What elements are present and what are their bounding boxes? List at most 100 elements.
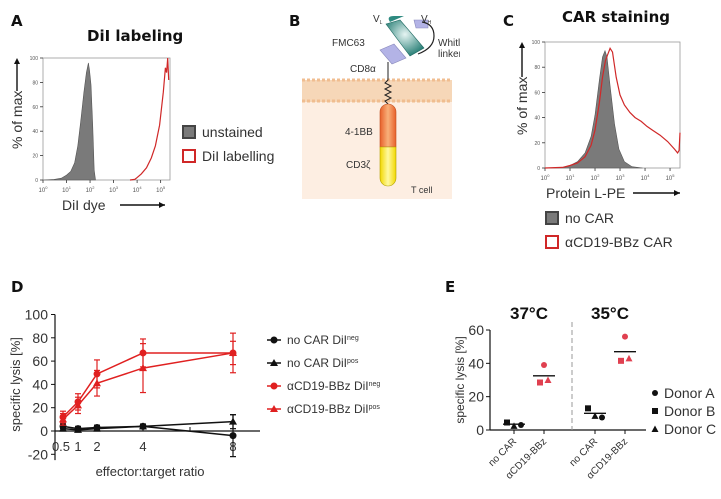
- y-axis-label: % of max: [9, 91, 25, 149]
- panel-b-letter: B: [289, 12, 301, 30]
- legend-label: αCD19-BBz CAR: [565, 234, 673, 250]
- x-tick-label: 102: [591, 173, 601, 182]
- outline-swatch-icon: [545, 235, 559, 249]
- histogram-filled-unstained: [42, 62, 96, 181]
- 4-1bb-domain: [379, 103, 397, 148]
- histogram-line-dii-labelling: [129, 57, 170, 181]
- vl-label: VL: [373, 14, 383, 26]
- legend-item-no-car: no CAR: [545, 210, 673, 226]
- data-point-triangle: [59, 424, 67, 432]
- data-point-triangle: [93, 379, 101, 387]
- cytoplasm-region: [302, 84, 452, 199]
- x-tick-label: 104: [641, 173, 651, 182]
- legend-label: no CAR DiIpos: [287, 356, 359, 370]
- y-axis-label: specific lysis [%]: [8, 337, 23, 432]
- x-axis-arrowhead-icon: [159, 202, 165, 208]
- legend-label: Donor C: [664, 421, 716, 437]
- data-point-triangle: [139, 422, 147, 430]
- panel-a-title: DiI labeling: [87, 27, 184, 45]
- panel-e-letter: E: [445, 278, 456, 296]
- panel-a-histogram: 0 20 40 60 80 100 100 101 102 103 104 105 % of max Di…: [9, 56, 171, 213]
- x-tick-label: 100: [541, 173, 551, 182]
- panel-c-legend: no CAR αCD19-BBz CAR: [545, 210, 673, 250]
- legend-marker-circle-icon: [652, 390, 658, 396]
- vh-label: VH: [421, 14, 432, 26]
- legend-item-unstained: unstained: [182, 124, 274, 140]
- data-point-triangle: [139, 364, 147, 372]
- y-tick-label: -20: [28, 446, 48, 462]
- data-point-donor-a: [541, 362, 547, 368]
- x-tick-label: 100: [39, 185, 49, 194]
- legend-item-acd19-bbz-car: αCD19-BBz CAR: [545, 234, 673, 250]
- x-tick-label: 0.5: [52, 439, 70, 454]
- data-point-donor-b: [585, 405, 591, 412]
- data-point-triangle: [74, 425, 82, 433]
- legend-item-dii-labelling: DiI labelling: [182, 148, 274, 164]
- y-axis-arrowhead-icon: [14, 58, 20, 64]
- y-tick-label: 0: [537, 166, 540, 172]
- y-tick-label: 0: [40, 423, 48, 439]
- cd8a-hinge: [383, 62, 393, 112]
- t-cell-label: T cell: [411, 185, 432, 195]
- y-tick-label: 60: [32, 105, 38, 111]
- data-point-triangle: [74, 401, 82, 409]
- y-tick-label: 40: [534, 116, 540, 122]
- y-tick-label: 100: [532, 40, 541, 46]
- data-point-triangle: [59, 415, 67, 423]
- data-point-triangle: [93, 424, 101, 432]
- y-tick-label: 60: [468, 322, 484, 338]
- condition-title: 35°C: [591, 304, 629, 323]
- condition-title: 37°C: [510, 304, 548, 323]
- panel-c-histogram: 0 20 40 60 80 100 100 101 102 103 104 105 % of max Pr…: [514, 40, 681, 200]
- x-tick-label: 102: [86, 185, 96, 194]
- legend-label: Donor B: [664, 403, 715, 419]
- legend-label: no CAR: [565, 210, 615, 226]
- cell-membrane: [302, 80, 452, 102]
- y-tick-label: 100: [30, 56, 39, 62]
- legend-marker-triangle-icon: [651, 425, 659, 432]
- panel-c-letter: C: [503, 12, 515, 30]
- y-tick-label: 0: [476, 422, 484, 438]
- data-point-triangle: [229, 417, 237, 425]
- panel-c-title: CAR staining: [562, 8, 670, 26]
- vl-domain: [385, 19, 425, 57]
- x-axis-label: effector:target ratio: [96, 464, 205, 479]
- histogram-filled-no-car: [544, 49, 643, 169]
- x-tick-label: 101: [566, 173, 576, 182]
- legend-label: DiI labelling: [202, 148, 275, 164]
- y-axis-arrowhead-icon: [519, 42, 525, 48]
- y-tick-label: 0: [35, 178, 38, 184]
- data-point-donor-c: [591, 412, 599, 419]
- y-tick-label: 20: [32, 400, 48, 416]
- y-tick-label: 20: [534, 141, 540, 147]
- x-tick-label: 103: [616, 173, 626, 182]
- plot-frame: [42, 57, 171, 181]
- legend-label: no CAR DiIneg: [287, 333, 359, 347]
- panel-a-letter: A: [11, 12, 23, 30]
- x-axis-label: Protein L-PE: [546, 185, 625, 200]
- y-tick-label: 20: [32, 154, 38, 160]
- data-point-donor-b: [537, 379, 543, 386]
- x-tick-label: 4: [139, 439, 146, 454]
- y-tick-label: 40: [468, 355, 484, 371]
- cd3z-domain: [379, 146, 397, 187]
- y-tick-label: 80: [32, 330, 48, 346]
- legend-marker-circle-icon: [270, 336, 278, 344]
- cd8a-label: CD8α: [350, 64, 376, 75]
- y-tick-label: 40: [32, 376, 48, 392]
- y-tick-label: 100: [25, 307, 49, 323]
- panel-a-legend: unstained DiI labelling: [182, 124, 274, 164]
- x-axis-label: DiI dye: [62, 197, 106, 213]
- y-tick-label: 80: [534, 65, 540, 71]
- legend-marker-square-icon: [652, 408, 658, 414]
- x-tick-label: 104: [133, 185, 143, 194]
- data-point-donor-a: [599, 414, 605, 421]
- x-tick-label: 2: [93, 439, 100, 454]
- x-tick-label: 105: [666, 173, 676, 182]
- linker-label: linker: [438, 49, 460, 60]
- data-point-donor-b: [504, 419, 510, 426]
- data-point-donor-c: [625, 354, 633, 362]
- whitlow-label: Whitlow: [438, 38, 460, 49]
- cd3z-label: CD3ζ: [346, 160, 371, 171]
